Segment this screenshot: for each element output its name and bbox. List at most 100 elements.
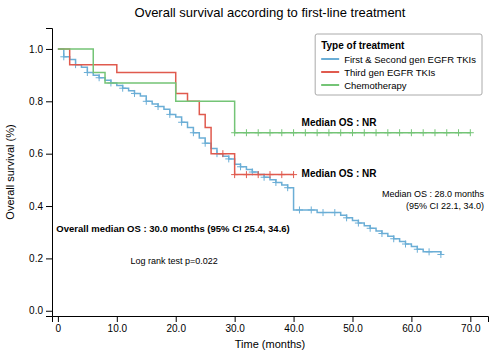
x-axis-tick-label: 20.0 bbox=[166, 323, 186, 334]
x-axis-title: Time (months) bbox=[235, 338, 306, 350]
censor-mark bbox=[349, 129, 356, 136]
annotation: Median OS : 28.0 months (95% CI 22.1, 34.… bbox=[382, 189, 485, 211]
y-axis-tick-label: 0.4 bbox=[29, 201, 43, 212]
censor-mark bbox=[131, 90, 138, 97]
censor-mark bbox=[361, 129, 368, 136]
x-axis-tick-mark bbox=[117, 316, 118, 322]
x-axis-tick: 40.0 bbox=[284, 316, 304, 334]
x-axis-tick-label: 50.0 bbox=[343, 323, 363, 334]
annotation: Median OS : NR bbox=[302, 117, 378, 128]
annotation: Log rank test p=0.022 bbox=[130, 256, 217, 266]
censor-mark bbox=[255, 129, 262, 136]
censor-mark bbox=[390, 235, 397, 242]
censor-mark bbox=[255, 171, 262, 178]
censor-mark bbox=[414, 246, 421, 253]
censor-mark bbox=[96, 74, 103, 81]
censor-mark bbox=[119, 85, 126, 92]
legend-label: First & Second gen EGFR TKIs bbox=[344, 54, 476, 65]
censor-mark bbox=[431, 129, 438, 136]
x-axis-tick-mark bbox=[352, 316, 353, 322]
censor-mark bbox=[378, 230, 385, 237]
legend-swatch bbox=[321, 84, 339, 86]
censor-mark bbox=[202, 140, 209, 147]
x-axis-tick-label: 60.0 bbox=[402, 323, 422, 334]
annotation-line: Median OS : 28.0 months bbox=[382, 189, 485, 199]
legend-label: Third gen EGFR TKIs bbox=[344, 67, 435, 78]
censor-mark bbox=[278, 129, 285, 136]
y-axis-tick-label: 0.8 bbox=[29, 96, 43, 107]
y-axis-tick: 0.6 bbox=[29, 148, 52, 159]
legend-label: Chemotherapy bbox=[344, 80, 407, 91]
chart-title: Overall survival according to first-line… bbox=[135, 5, 406, 20]
censor-mark bbox=[190, 129, 197, 136]
censor-mark bbox=[284, 184, 291, 191]
y-axis-tick-mark bbox=[46, 311, 52, 312]
censor-mark bbox=[320, 209, 327, 216]
censor-mark bbox=[237, 163, 244, 170]
censor-mark bbox=[143, 98, 150, 105]
x-axis-line bbox=[53, 317, 489, 323]
censor-mark bbox=[302, 129, 309, 136]
y-axis-tick-label: 0.2 bbox=[29, 253, 43, 264]
censor-mark bbox=[408, 129, 415, 136]
legend-box bbox=[315, 34, 482, 95]
y-axis-tick-mark bbox=[46, 206, 52, 207]
censor-mark bbox=[296, 206, 303, 213]
x-axis-tick: 0 bbox=[56, 316, 62, 334]
y-axis-tick-mark bbox=[46, 258, 52, 259]
annotation: Median OS : NR bbox=[302, 168, 378, 179]
censor-mark bbox=[278, 171, 285, 178]
x-axis-tick-mark bbox=[176, 316, 177, 322]
x-axis-tick: 10.0 bbox=[108, 316, 128, 334]
censor-mark bbox=[219, 150, 226, 157]
y-axis-tick: 1.0 bbox=[29, 44, 52, 55]
censor-mark bbox=[243, 129, 250, 136]
x-axis-tick: 70.0 bbox=[461, 316, 481, 334]
y-axis-tick: 0.0 bbox=[29, 305, 52, 316]
y-axis-tick-label: 0.6 bbox=[29, 148, 43, 159]
legend-swatch bbox=[321, 58, 339, 60]
censor-mark bbox=[267, 129, 274, 136]
x-axis-tick-label: 40.0 bbox=[284, 323, 304, 334]
legend-swatch bbox=[321, 71, 339, 73]
censor-mark bbox=[290, 129, 297, 136]
y-axis: 0.0 0.2 0.4 0.6 0.8 1.0 bbox=[29, 29, 52, 317]
censor-mark bbox=[443, 129, 450, 136]
x-axis-tick-label: 10.0 bbox=[108, 323, 128, 334]
censor-mark bbox=[325, 129, 332, 136]
censor-mark bbox=[290, 171, 297, 178]
legend: Type of treatmentFirst & Second gen EGFR… bbox=[315, 34, 482, 95]
censor-mark bbox=[155, 103, 162, 110]
censor-mark bbox=[314, 129, 321, 136]
censor-mark bbox=[420, 129, 427, 136]
censor-mark bbox=[337, 129, 344, 136]
censor-mark bbox=[343, 214, 350, 221]
x-axis-tick-label: 30.0 bbox=[225, 323, 245, 334]
censor-mark bbox=[308, 206, 315, 213]
y-axis-tick-label: 0.0 bbox=[29, 305, 43, 316]
x-axis-tick-mark bbox=[294, 316, 295, 322]
censor-mark bbox=[384, 129, 391, 136]
censor-mark bbox=[225, 155, 232, 162]
censor-mark bbox=[355, 220, 362, 227]
censor-mark bbox=[467, 129, 474, 136]
x-axis-tick-label: 0 bbox=[56, 323, 62, 334]
censor-mark bbox=[267, 171, 274, 178]
annotation-line: (95% CI 22.1, 34.0) bbox=[406, 201, 484, 211]
censor-mark bbox=[231, 171, 238, 178]
censor-mark bbox=[455, 129, 462, 136]
x-axis-tick-mark bbox=[470, 316, 471, 322]
y-axis-tick: 0.8 bbox=[29, 96, 52, 107]
x-axis-tick: 20.0 bbox=[166, 316, 186, 334]
y-axis-tick-mark bbox=[46, 154, 52, 155]
x-axis-tick: 30.0 bbox=[225, 316, 245, 334]
x-axis-tick-mark bbox=[58, 316, 59, 322]
x-axis-tick: 50.0 bbox=[343, 316, 363, 334]
x-axis: 0 10.0 20.0 30.0 40.0 50.0 60.0 70.0 bbox=[53, 316, 489, 334]
censor-mark bbox=[178, 119, 185, 126]
y-axis-tick: 0.4 bbox=[29, 201, 52, 212]
x-axis-tick: 60.0 bbox=[402, 316, 422, 334]
censor-mark bbox=[60, 53, 67, 60]
censor-mark bbox=[426, 248, 433, 255]
y-axis-tick-mark bbox=[46, 49, 52, 50]
